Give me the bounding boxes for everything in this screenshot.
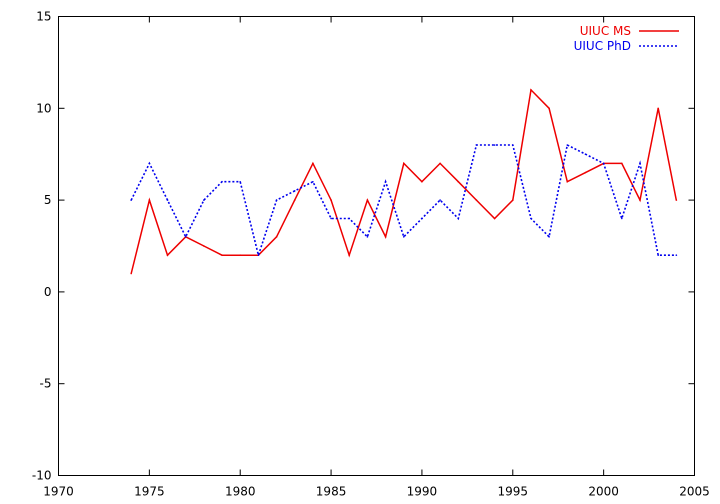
data-point	[330, 199, 332, 201]
data-point	[257, 254, 260, 256]
data-point	[348, 217, 351, 220]
y-axis-ticks: -10 -5 0 5 10 15	[32, 10, 695, 483]
x-tick-label: 2005	[679, 485, 710, 499]
y-tick-label: -10	[32, 469, 52, 483]
data-point	[348, 254, 351, 256]
x-tick-label: 1980	[225, 485, 256, 499]
data-point	[439, 199, 441, 201]
data-point	[584, 171, 587, 174]
x-axis-ticks: 1970 1975 1980 1985 1990 1995 2000 2005	[43, 16, 710, 499]
data-point	[475, 144, 478, 146]
data-point	[639, 199, 641, 201]
y-tick-label: 5	[44, 193, 52, 207]
data-point	[548, 236, 550, 238]
data-point	[493, 144, 496, 146]
y-tick-label: -5	[40, 377, 52, 391]
y-tick-label: 10	[36, 101, 51, 115]
data-point	[184, 236, 187, 238]
data-point	[221, 254, 223, 256]
data-point	[293, 190, 296, 192]
data-point	[402, 162, 405, 165]
x-tick-label: 1975	[134, 485, 165, 499]
data-point	[384, 236, 387, 238]
y-tick-label: 15	[36, 10, 51, 24]
data-point	[130, 199, 132, 201]
data-point	[421, 180, 423, 183]
series-layer	[130, 88, 678, 275]
data-point	[566, 180, 569, 183]
data-point	[657, 254, 659, 256]
data-point	[293, 199, 296, 201]
data-point	[312, 162, 314, 165]
data-point	[675, 254, 678, 256]
data-point	[675, 199, 678, 201]
data-point	[530, 217, 532, 220]
data-point	[366, 199, 369, 201]
data-point	[584, 153, 587, 155]
data-point	[166, 199, 169, 201]
data-point	[203, 199, 205, 201]
data-point	[366, 236, 369, 238]
data-point	[275, 199, 278, 201]
series-line-2	[130, 143, 677, 259]
data-point	[548, 107, 550, 110]
data-point	[130, 272, 132, 275]
data-point	[621, 217, 623, 220]
data-point	[312, 180, 314, 183]
data-point	[166, 254, 169, 256]
y-tick-label: 0	[44, 285, 52, 299]
x-tick-label: 2000	[588, 485, 619, 499]
data-point	[439, 162, 441, 165]
data-point	[621, 162, 623, 165]
data-point	[203, 245, 205, 247]
data-point	[457, 217, 460, 220]
data-point	[602, 162, 605, 165]
x-tick-label: 1995	[498, 485, 529, 499]
data-point	[566, 144, 569, 146]
data-point	[421, 217, 423, 220]
series-line-1	[130, 88, 678, 274]
data-point	[657, 107, 659, 110]
data-point	[239, 254, 242, 256]
legend-label: UIUC MS	[580, 24, 631, 38]
data-point	[457, 180, 460, 183]
data-point	[511, 144, 514, 146]
x-tick-label: 1990	[407, 485, 438, 499]
data-point	[148, 162, 151, 165]
x-tick-label: 1985	[316, 485, 347, 499]
data-point	[639, 162, 641, 165]
data-point	[493, 217, 496, 220]
x-tick-label: 1970	[43, 485, 74, 499]
legend-label: UIUC PhD	[574, 39, 631, 53]
data-point	[511, 199, 514, 201]
data-point	[221, 180, 223, 183]
data-point	[384, 180, 387, 183]
data-point	[330, 217, 332, 220]
data-point	[475, 199, 478, 201]
plot-frame	[58, 16, 695, 476]
data-point	[239, 180, 242, 183]
data-point	[530, 89, 532, 91]
data-point	[148, 199, 151, 201]
data-point	[275, 236, 278, 238]
data-point	[402, 236, 405, 238]
